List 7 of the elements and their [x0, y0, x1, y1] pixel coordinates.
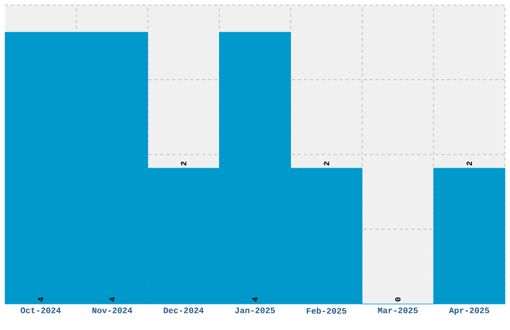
x-tick-label: Feb-2025: [306, 308, 346, 314]
x-tick-label: Nov-2024: [92, 308, 132, 314]
x-tick-label: Jan-2025: [235, 308, 275, 314]
x-tick-label: Oct-2024: [20, 308, 61, 314]
x-tick-label: Mar-2025: [378, 308, 418, 314]
x-tick-label: Dec-2024: [164, 308, 204, 314]
x-tick-label: Apr-2025: [448, 308, 490, 315]
